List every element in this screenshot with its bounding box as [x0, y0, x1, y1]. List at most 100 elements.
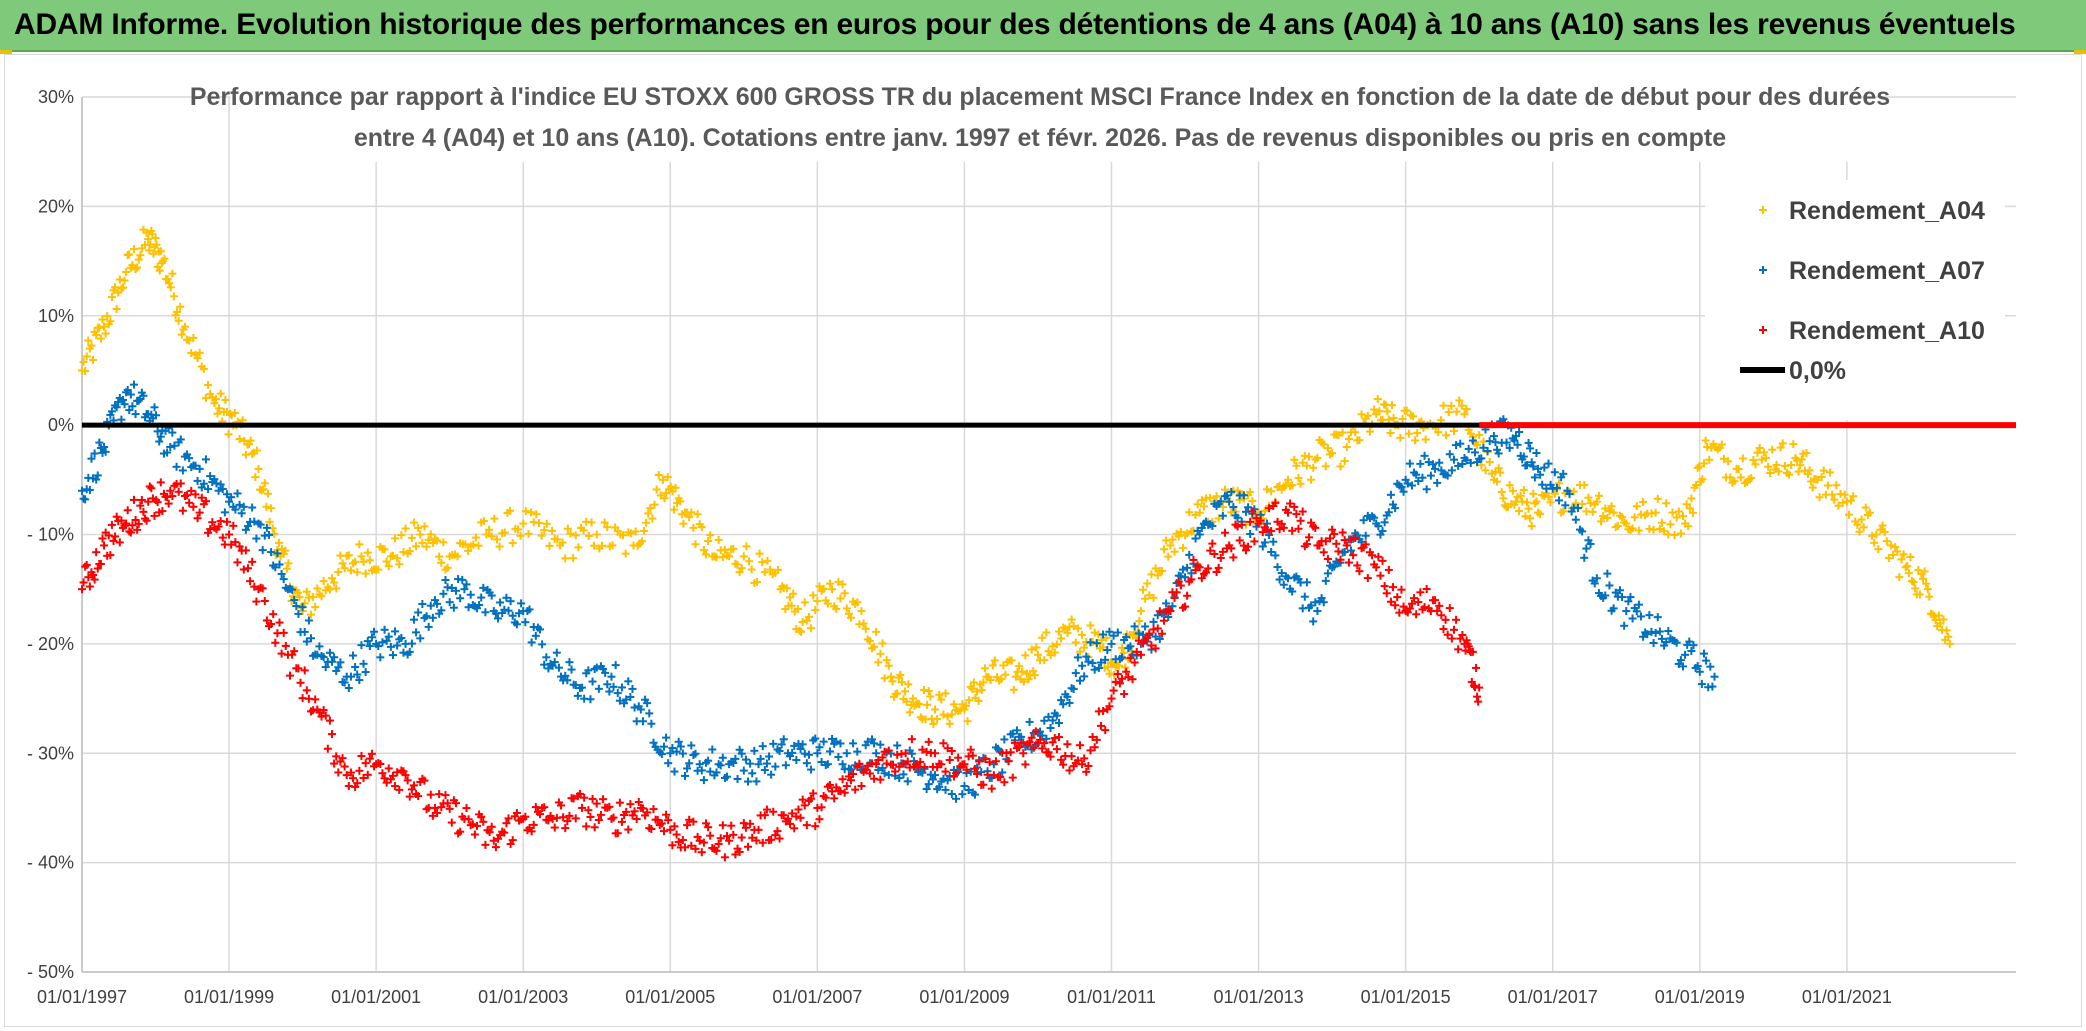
data-point-rendement-a10	[1160, 616, 1169, 625]
data-point-rendement-a10	[426, 790, 435, 799]
data-point-rendement-a10	[807, 794, 816, 803]
data-point-rendement-a04	[112, 305, 121, 314]
data-point-rendement-a04	[1141, 594, 1150, 603]
data-point-rendement-a10	[680, 843, 689, 852]
data-point-rendement-a10	[979, 780, 988, 789]
data-point-rendement-a04	[1519, 486, 1528, 495]
data-point-rendement-a04	[1032, 643, 1041, 652]
data-point-rendement-a10	[262, 616, 271, 625]
data-point-rendement-a04	[1536, 510, 1545, 519]
data-point-rendement-a07	[128, 402, 137, 411]
data-point-rendement-a07	[571, 681, 580, 690]
data-point-rendement-a07	[168, 428, 177, 437]
data-point-rendement-a04	[1038, 633, 1047, 642]
data-point-rendement-a07	[374, 642, 383, 651]
data-point-rendement-a04	[1193, 500, 1202, 509]
data-point-rendement-a07	[1655, 627, 1664, 636]
data-point-rendement-a04	[1601, 504, 1610, 513]
data-point-rendement-a10	[968, 751, 977, 760]
data-point-rendement-a04	[1903, 562, 1912, 571]
data-point-rendement-a10	[865, 769, 874, 778]
data-point-rendement-a10	[970, 764, 979, 773]
data-point-rendement-a07	[1323, 569, 1332, 578]
data-point-rendement-a10	[1006, 748, 1015, 757]
data-point-rendement-a04	[79, 357, 88, 366]
data-point-rendement-a10	[241, 546, 250, 555]
data-point-rendement-a04	[1889, 550, 1898, 559]
data-point-rendement-a07	[210, 475, 219, 484]
data-point-rendement-a07	[479, 583, 488, 592]
data-point-rendement-a10	[882, 759, 891, 768]
data-point-rendement-a10	[544, 816, 553, 825]
data-point-rendement-a04	[281, 546, 290, 555]
data-point-rendement-a07	[1038, 731, 1047, 740]
data-point-rendement-a04	[1630, 513, 1639, 522]
data-point-rendement-a10	[1082, 767, 1091, 776]
data-point-rendement-a04	[252, 446, 261, 455]
data-point-rendement-a04	[461, 540, 470, 549]
data-point-rendement-a07	[1288, 587, 1297, 596]
data-point-rendement-a07	[336, 658, 345, 667]
data-point-rendement-a04	[1634, 526, 1643, 535]
data-point-rendement-a10	[1319, 548, 1328, 557]
data-point-rendement-a07	[193, 476, 202, 485]
data-point-rendement-a10	[821, 793, 830, 802]
data-point-rendement-a10	[1294, 524, 1303, 533]
data-point-rendement-a04	[328, 574, 337, 583]
data-point-rendement-a04	[1233, 486, 1242, 495]
data-point-rendement-a07	[1208, 521, 1217, 530]
data-point-rendement-a04	[619, 531, 628, 540]
data-point-rendement-a04	[357, 552, 366, 561]
data-point-rendement-a07	[935, 782, 944, 791]
data-point-rendement-a07	[645, 709, 654, 718]
data-point-rendement-a04	[1411, 436, 1420, 445]
data-point-rendement-a10	[815, 815, 824, 824]
data-point-rendement-a07	[838, 760, 847, 769]
data-point-rendement-a04	[1774, 467, 1783, 476]
data-point-rendement-a10	[550, 823, 559, 832]
data-point-rendement-a10	[727, 821, 736, 830]
data-point-rendement-a10	[1214, 563, 1223, 572]
data-point-rendement-a04	[1785, 470, 1794, 479]
data-point-rendement-a10	[93, 564, 102, 573]
data-point-rendement-a04	[1594, 491, 1603, 500]
data-point-rendement-a04	[1764, 462, 1773, 471]
data-point-rendement-a10	[960, 760, 969, 769]
data-point-rendement-a04	[652, 485, 661, 494]
data-point-rendement-a07	[1647, 627, 1656, 636]
data-point-rendement-a10	[1256, 516, 1265, 525]
data-point-rendement-a10	[588, 794, 597, 803]
data-point-rendement-a07	[777, 740, 786, 749]
data-point-rendement-a04	[437, 558, 446, 567]
data-point-rendement-a07	[1311, 598, 1320, 607]
data-point-rendement-a07	[1384, 508, 1393, 517]
data-point-rendement-a10	[571, 814, 580, 823]
data-point-rendement-a04	[142, 228, 151, 237]
data-point-rendement-a10	[1298, 507, 1307, 516]
data-point-rendement-a07	[1113, 628, 1122, 637]
data-point-rendement-a07	[1664, 627, 1673, 636]
data-point-rendement-a04	[1290, 455, 1299, 464]
data-point-rendement-a07	[1008, 729, 1017, 738]
data-point-rendement-a10	[1286, 499, 1295, 508]
data-point-rendement-a07	[960, 782, 969, 791]
data-point-rendement-a07	[1559, 469, 1568, 478]
data-point-rendement-a10	[521, 812, 530, 821]
data-point-rendement-a10	[130, 495, 139, 504]
data-point-rendement-a07	[330, 653, 339, 662]
data-point-rendement-a10	[330, 759, 339, 768]
data-point-rendement-a10	[1202, 568, 1211, 577]
data-point-rendement-a04	[374, 565, 383, 574]
data-point-rendement-a04	[82, 352, 91, 361]
data-point-rendement-a07	[947, 789, 956, 798]
data-point-rendement-a04	[1672, 513, 1681, 522]
data-point-rendement-a10	[668, 841, 677, 850]
data-point-rendement-a10	[1363, 574, 1372, 583]
data-point-rendement-a07	[704, 756, 713, 765]
data-point-rendement-a07	[1149, 617, 1158, 626]
data-point-rendement-a10	[851, 785, 860, 794]
data-point-rendement-a07	[273, 549, 282, 558]
data-point-rendement-a04	[1819, 466, 1828, 475]
data-point-rendement-a07	[1309, 617, 1318, 626]
data-point-rendement-a04	[901, 687, 910, 696]
